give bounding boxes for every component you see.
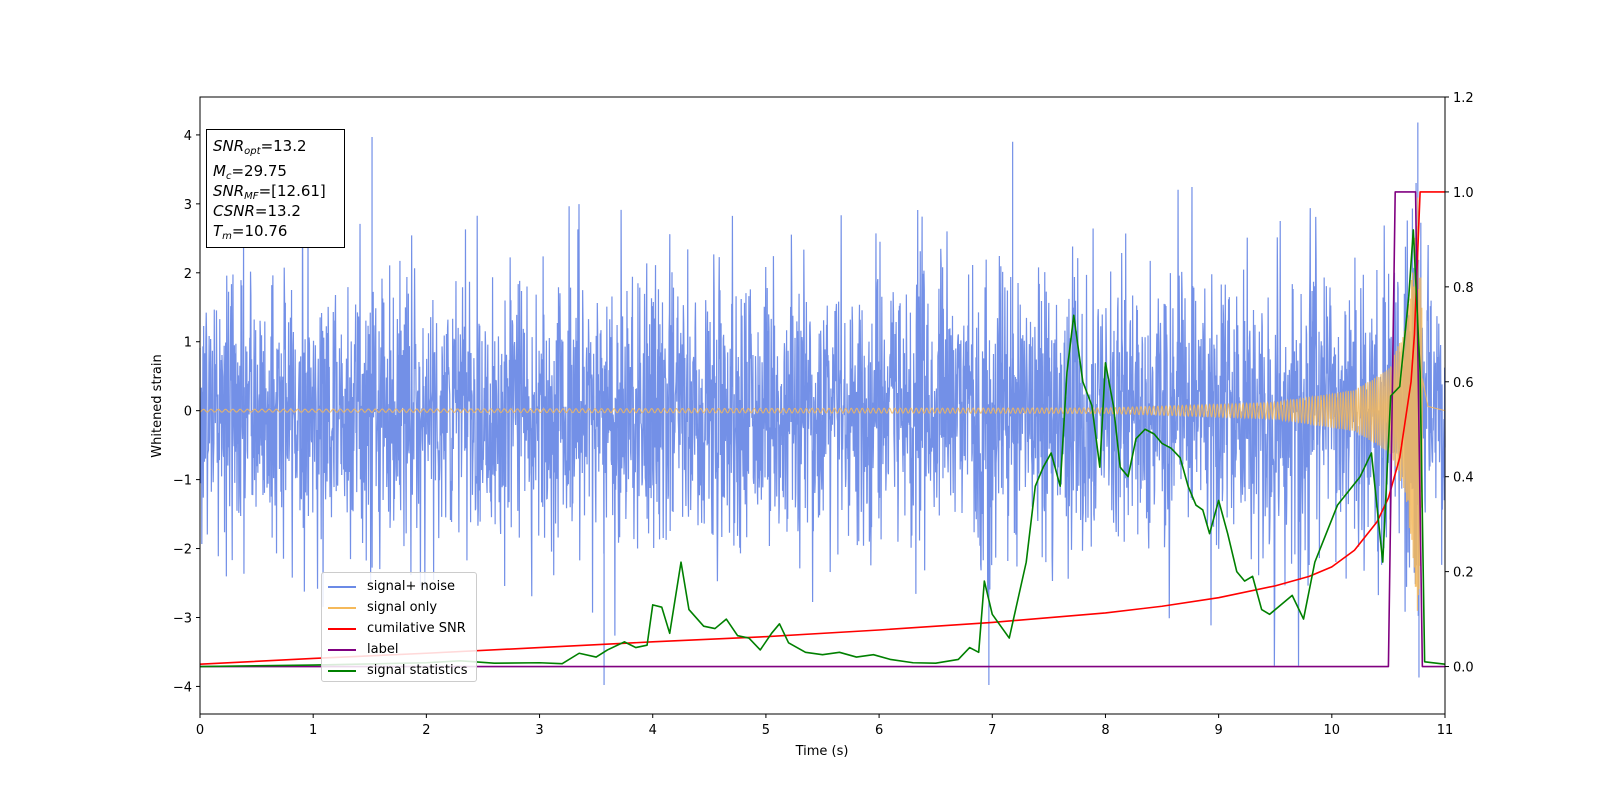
x-axis: 0 1 2 3 4 5 6 7 8 9 10 11	[196, 714, 1453, 738]
merger-time-value: =10.76	[231, 222, 288, 240]
legend-label-signal-only: signal only	[367, 600, 438, 615]
legend-swatch-signal-statistics	[328, 669, 356, 672]
signal-noise-series	[199, 122, 1446, 686]
legend: signal+ noise signal only cumilative SNR…	[321, 572, 477, 682]
legend-swatch-signal-noise	[328, 585, 356, 588]
x-tick-label: 8	[1101, 723, 1109, 738]
y-right-tick-label: 1.2	[1453, 91, 1474, 106]
plot-area	[199, 122, 1446, 686]
x-tick-label: 5	[762, 723, 770, 738]
chirp-mass-line: Mc=29.75	[213, 161, 344, 182]
y-axis-left: −4 −3 −2 −1 0 1 2 3 4	[173, 129, 200, 695]
x-tick-label: 11	[1437, 723, 1454, 738]
signal-statistics-line	[199, 229, 1446, 668]
y-left-tick-label: −2	[173, 543, 192, 558]
y-axis-label: Whitened strain	[150, 354, 165, 457]
x-tick-label: 6	[875, 723, 883, 738]
y-right-tick-label: 0.2	[1453, 566, 1474, 581]
label-series	[200, 191, 1445, 668]
x-axis-label: Time (s)	[795, 744, 849, 759]
legend-item-signal-only: signal only	[328, 597, 476, 618]
y-left-tick-label: 4	[184, 129, 192, 144]
y-left-tick-label: −4	[173, 680, 192, 695]
legend-item-cumulative-snr: cumilative SNR	[328, 618, 476, 639]
legend-item-signal-statistics: signal statistics	[328, 660, 476, 681]
x-tick-label: 0	[196, 723, 204, 738]
legend-swatch-signal-only	[328, 606, 356, 609]
x-tick-label: 3	[535, 723, 543, 738]
x-tick-label: 9	[1214, 723, 1222, 738]
csnr-symbol: CSNR	[213, 202, 255, 220]
legend-item-signal-noise: signal+ noise	[328, 576, 476, 597]
legend-label-label: label	[367, 642, 399, 657]
x-tick-label: 10	[1324, 723, 1341, 738]
x-tick-label: 1	[309, 723, 317, 738]
signal-only-series	[199, 197, 1446, 611]
y-right-tick-label: 0.0	[1453, 661, 1474, 676]
snr-mf-line: SNRMF=[12.61]	[213, 181, 344, 202]
chirp-mass-subscript: c	[225, 171, 232, 182]
y-left-tick-label: 3	[184, 198, 192, 213]
merger-time-symbol: T	[213, 222, 223, 240]
y-right-tick-label: 1.0	[1453, 186, 1474, 201]
label-line	[200, 191, 1445, 668]
signal-noise-line	[199, 122, 1446, 686]
y-right-tick-label: 0.8	[1453, 281, 1474, 296]
legend-label-signal-statistics: signal statistics	[367, 663, 468, 678]
snr-opt-symbol: SNR	[213, 137, 245, 155]
y-left-tick-label: 1	[184, 336, 192, 351]
y-right-tick-label: 0.6	[1453, 376, 1474, 391]
chirp-mass-value: =29.75	[231, 162, 287, 180]
snr-mf-subscript: MF	[244, 191, 259, 202]
y-right-tick-label: 0.4	[1453, 471, 1474, 486]
cumulative-snr-line	[199, 191, 1445, 665]
legend-swatch-cumulative-snr	[328, 627, 356, 630]
csnr-line: CSNR=13.2	[213, 201, 344, 221]
snr-mf-value: =[12.61]	[258, 182, 326, 200]
signal-only-line	[199, 197, 1446, 611]
chirp-mass-symbol: M	[213, 162, 226, 180]
parameter-info-box: SNRopt=13.2 Mc=29.75 SNRMF=[12.61] CSNR=…	[206, 129, 345, 248]
snr-opt-subscript: opt	[244, 146, 261, 157]
y-left-tick-label: 2	[184, 267, 192, 282]
x-tick-label: 4	[649, 723, 657, 738]
x-tick-label: 7	[988, 723, 996, 738]
axes-frame	[199, 96, 1446, 715]
legend-label-signal-noise: signal+ noise	[367, 579, 456, 594]
y-left-tick-label: 0	[184, 405, 192, 420]
signal-statistics-series	[199, 229, 1446, 668]
snr-mf-symbol: SNR	[213, 182, 245, 200]
snr-opt-line: SNRopt=13.2	[213, 136, 344, 157]
merger-time-line: Tm=10.76	[213, 221, 344, 242]
merger-time-subscript: m	[222, 231, 232, 242]
legend-swatch-label	[328, 648, 356, 651]
legend-item-label: label	[328, 639, 476, 660]
csnr-value: =13.2	[254, 202, 301, 220]
legend-label-cumulative-snr: cumilative SNR	[367, 621, 466, 636]
y-axis-right: 0.0 0.2 0.4 0.6 0.8 1.0 1.2	[1445, 91, 1474, 676]
cumulative-snr-series	[199, 191, 1445, 665]
y-left-tick-label: −1	[173, 474, 192, 489]
x-tick-label: 2	[422, 723, 430, 738]
snr-opt-value: =13.2	[260, 137, 307, 155]
y-left-tick-label: −3	[173, 611, 192, 626]
